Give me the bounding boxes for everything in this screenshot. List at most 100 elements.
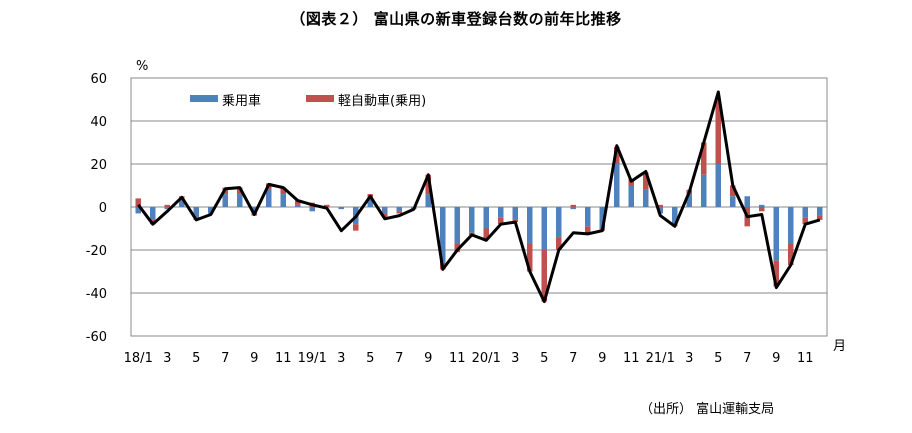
series-line-total [137,90,821,304]
bar-passenger [802,207,809,218]
x-tick-label: 5 [714,351,722,366]
bar-passenger [454,207,461,244]
bar-passenger [526,207,533,244]
bar-passenger [613,164,620,207]
bar-kei [396,211,403,214]
bar-kei [758,207,765,212]
x-tick-label: 20/1 [472,351,501,366]
x-tick-label: 7 [221,351,229,366]
y-axis-unit: % [136,59,148,74]
x-tick-label: 3 [511,351,519,366]
bar-kei [497,217,504,225]
x-tick-label: 3 [337,351,345,366]
x-tick-label: 11 [797,351,814,366]
x-tick-label: 7 [569,351,577,366]
x-tick-label: 11 [275,351,292,366]
source-note: （出所） 富山運輸支局 [640,402,775,417]
bar-passenger [425,194,432,207]
bar-passenger [338,207,345,210]
gridlines [131,77,827,337]
bar-passenger [671,207,678,225]
x-tick-label: 11 [623,351,640,366]
y-tick-label: 0 [99,201,107,216]
y-tick-label: -20 [86,244,107,259]
x-tick-label: 3 [685,351,693,366]
bar-kei [164,204,171,207]
bar-kei [483,228,490,240]
x-tick-label: 9 [424,351,432,366]
bar-passenger [381,207,388,214]
bar-passenger [309,207,316,212]
bar-passenger [686,194,693,207]
bar-kei [715,99,722,164]
bar-passenger [642,189,649,207]
bar-kei [729,185,736,197]
bar-passenger [729,196,736,207]
bar-passenger [512,207,519,220]
legend-label-passenger: 乗用車 [222,94,261,109]
bar-passenger [222,194,229,207]
bar-kei [613,146,620,164]
chart-title: （図表２） 富山県の新車登録台数の前年比推移 [290,10,622,28]
legend-swatch-kei [306,95,334,102]
bar-passenger [236,194,243,207]
y-axis-ticks: 60 40 20 0 -20 -40 -60 [86,72,107,345]
x-tick-label: 9 [250,351,258,366]
legend: 乗用車 軽自動車(乗用) [190,94,426,109]
legend-label-kei: 軽自動車(乗用) [338,94,426,109]
bar-kei [135,198,142,207]
legend-swatch-passenger [190,95,218,102]
bar-passenger [787,207,794,244]
y-tick-label: -60 [86,330,107,345]
bar-kei [294,200,301,205]
bar-passenger [715,164,722,207]
bar-kei [802,217,809,225]
bar-kei [584,226,591,233]
bar-passenger [497,207,504,218]
bar-kei [454,243,461,253]
bar-passenger [149,207,156,220]
bar-passenger [135,207,142,214]
bar-passenger [193,207,200,218]
bar-passenger [396,207,403,212]
x-tick-label: 18/1 [124,351,153,366]
bar-kei [381,213,388,218]
x-axis-ticks: 18/1 3 5 7 9 11 19/1 3 5 7 9 11 20/1 3 5 7 9 11 21/1 3 5 7 9 11 [124,351,814,366]
bar-passenger [628,185,635,207]
x-axis-unit: 月 [833,339,846,354]
bar-passenger [164,207,171,210]
bar-kei [352,224,359,231]
bar-passenger [294,204,301,207]
bar-kei [526,243,533,272]
bar-passenger [207,207,214,214]
bar-kei [323,204,330,207]
x-tick-label: 3 [163,351,171,366]
bar-passenger [657,207,664,214]
bar-kei [541,250,548,302]
bar-passenger [816,207,823,216]
x-tick-label: 5 [192,351,200,366]
x-tick-label: 7 [395,351,403,366]
x-tick-label: 5 [540,351,548,366]
bar-passenger [483,207,490,229]
bar-passenger [700,174,707,207]
bar-kei [236,187,243,195]
bar-passenger [367,198,374,207]
bar-passenger [468,207,475,233]
bar-passenger [280,194,287,207]
bar-kei [773,260,780,287]
bar-kei [425,174,432,195]
bar-kei [700,142,707,175]
bar-kei [570,204,577,207]
bar-passenger [541,207,548,250]
bar-kei [642,172,649,190]
bar-passenger [744,196,751,207]
y-tick-label: -40 [86,287,107,302]
bars [135,99,823,302]
x-tick-label: 19/1 [298,351,327,366]
bar-passenger [178,200,185,207]
x-tick-label: 5 [366,351,374,366]
x-tick-label: 9 [772,351,780,366]
x-tick-label: 9 [598,351,606,366]
